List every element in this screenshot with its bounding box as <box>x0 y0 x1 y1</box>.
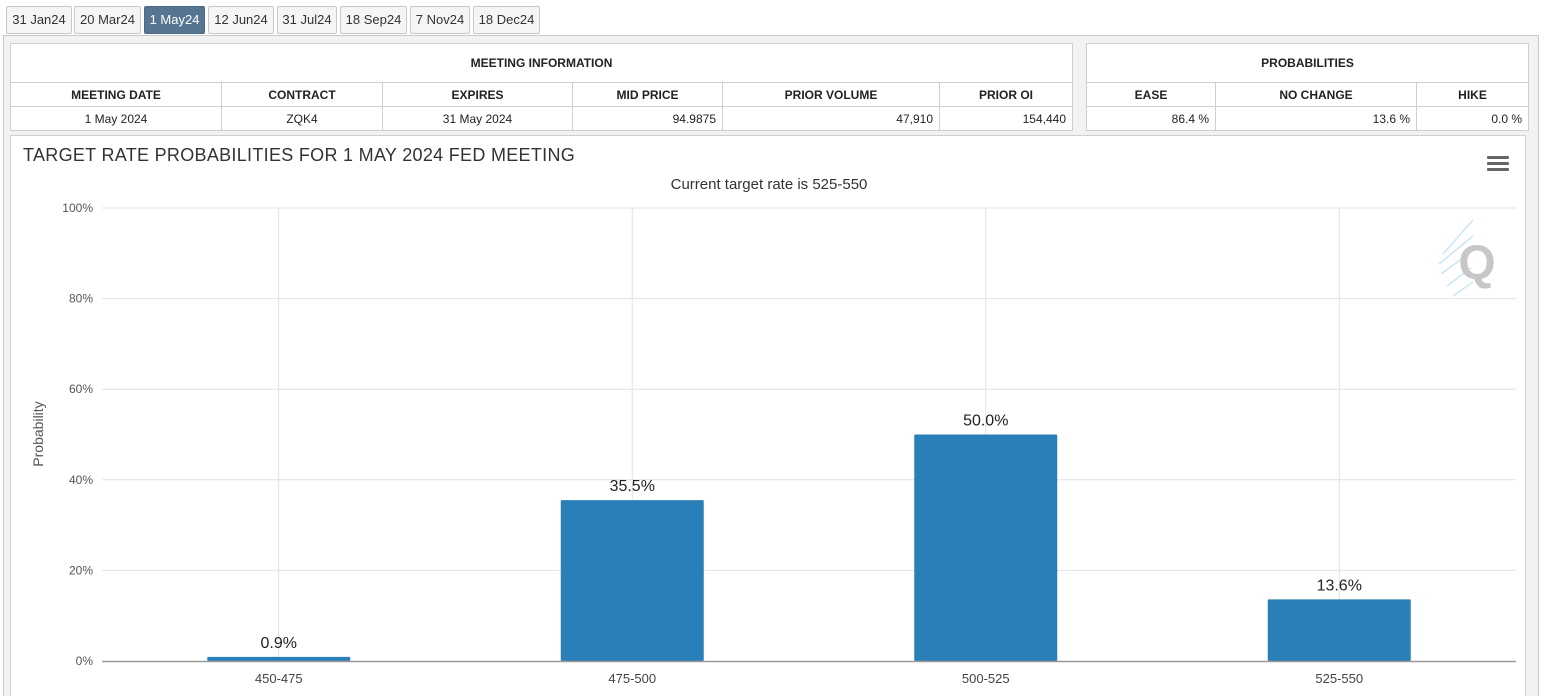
value-prior-volume: 47,910 <box>722 106 940 131</box>
y-tick-label: 20% <box>69 563 93 577</box>
value-no-change: 13.6 % <box>1215 106 1417 131</box>
data-label: 0.9% <box>261 635 297 652</box>
x-axis-ticks: 450-475 475-500 500-525 525-550 <box>255 671 1363 686</box>
tab-7-nov24[interactable]: 7 Nov24 <box>410 6 470 34</box>
header-no-change: NO CHANGE <box>1215 82 1417 107</box>
tab-12-jun24[interactable]: 12 Jun24 <box>208 6 274 34</box>
data-label: 50.0% <box>963 413 1008 430</box>
bar-450-475 <box>207 656 351 661</box>
menu-line-icon <box>1487 162 1509 165</box>
header-hike: HIKE <box>1415 82 1530 107</box>
tab-1-may24[interactable]: 1 May24 <box>144 6 205 34</box>
y-tick-label: 100% <box>62 201 93 215</box>
chart-bars <box>207 434 1411 661</box>
chart-gridlines <box>102 207 1516 661</box>
tab-20-mar24[interactable]: 20 Mar24 <box>74 6 141 34</box>
bar-500-525 <box>914 434 1058 661</box>
y-tick-label: 40% <box>69 473 93 487</box>
tab-31-jan24[interactable]: 31 Jan24 <box>6 6 72 34</box>
chart-title: TARGET RATE PROBABILITIES FOR 1 MAY 2024… <box>23 145 576 165</box>
menu-line-icon <box>1487 156 1509 159</box>
value-mid-price: 94.9875 <box>572 106 723 131</box>
tab-18-dec24[interactable]: 18 Dec24 <box>473 6 540 34</box>
chart-container: TARGET RATE PROBABILITIES FOR 1 MAY 2024… <box>10 135 1526 696</box>
bar-525-550 <box>1267 599 1411 661</box>
header-meeting-date: MEETING DATE <box>10 82 222 107</box>
meeting-information-table: MEETING INFORMATION MEETING DATE CONTRAC… <box>10 43 1073 131</box>
probabilities-table: PROBABILITIES EASE NO CHANGE HIKE 86.4 %… <box>1085 43 1530 131</box>
value-ease: 86.4 % <box>1086 106 1216 131</box>
chart-data-labels: 0.9% 35.5% 50.0% 13.6% <box>261 413 1362 652</box>
header-prior-oi: PRIOR OI <box>939 82 1073 107</box>
data-label: 35.5% <box>610 478 655 495</box>
value-prior-oi: 154,440 <box>939 106 1073 131</box>
header-contract: CONTRACT <box>221 82 383 107</box>
y-tick-label: 80% <box>69 292 93 306</box>
meeting-date-tabs: 31 Jan24 20 Mar24 1 May24 12 Jun24 31 Ju… <box>0 0 1545 36</box>
probability-bar-chart: 0% 20% 40% 60% 80% 100% Q 0.9% 35.5% 50.0% 13.6%… <box>30 201 1516 686</box>
menu-line-icon <box>1487 168 1509 171</box>
value-expires: 31 May 2024 <box>382 106 573 131</box>
x-tick-label: 475-500 <box>608 671 656 686</box>
svg-text:Q: Q <box>1458 237 1495 290</box>
probabilities-title: PROBABILITIES <box>1085 43 1530 83</box>
y-axis-ticks: 0% 20% 40% 60% 80% 100% <box>62 201 93 668</box>
value-hike: 0.0 % <box>1415 106 1530 131</box>
value-contract: ZQK4 <box>221 106 383 131</box>
x-tick-label: 500-525 <box>962 671 1010 686</box>
header-expires: EXPIRES <box>382 82 573 107</box>
q-logo-icon: Q <box>1438 219 1496 297</box>
tab-18-sep24[interactable]: 18 Sep24 <box>340 6 407 34</box>
value-meeting-date: 1 May 2024 <box>10 106 222 131</box>
data-label: 13.6% <box>1317 577 1362 594</box>
y-tick-label: 60% <box>69 382 93 396</box>
meeting-information-title: MEETING INFORMATION <box>10 43 1073 83</box>
y-axis-label: Probability <box>30 401 46 466</box>
y-tick-label: 0% <box>76 654 94 668</box>
bar-475-500 <box>560 500 704 661</box>
x-tick-label: 525-550 <box>1315 671 1363 686</box>
x-tick-label: 450-475 <box>255 671 303 686</box>
header-mid-price: MID PRICE <box>572 82 723 107</box>
header-ease: EASE <box>1086 82 1216 107</box>
chart-subtitle: Current target rate is 525-550 <box>670 176 868 193</box>
hamburger-menu-icon[interactable] <box>1487 156 1509 176</box>
tab-31-jul24[interactable]: 31 Jul24 <box>277 6 337 34</box>
header-prior-volume: PRIOR VOLUME <box>722 82 940 107</box>
